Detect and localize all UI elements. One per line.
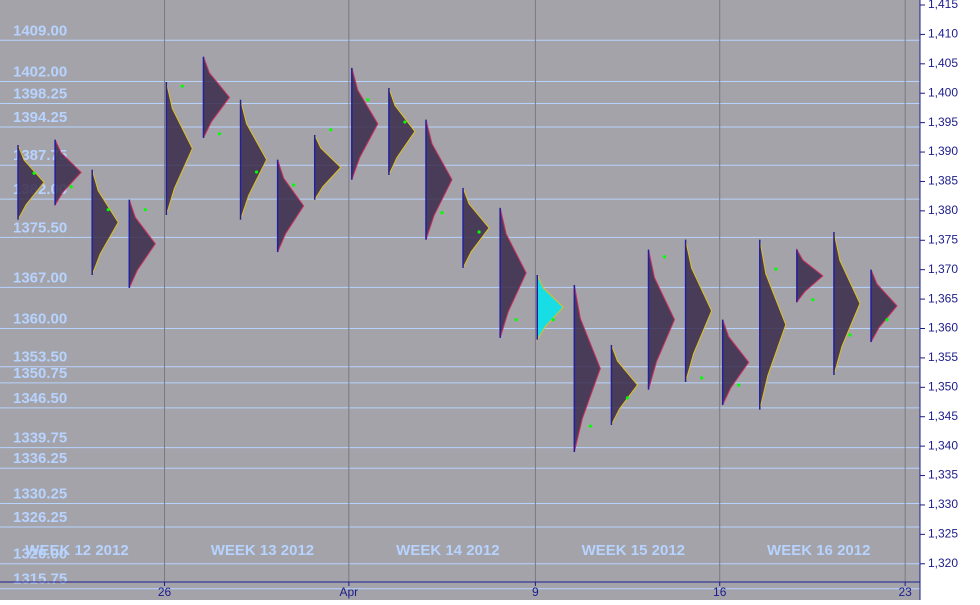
y-tick-label: 1,350 xyxy=(928,379,958,393)
close-dot xyxy=(662,255,667,259)
y-tick-label: 1,325 xyxy=(928,527,958,541)
level-label: 1375.50 xyxy=(13,219,67,236)
y-tick-label: 1,320 xyxy=(928,556,958,570)
y-tick-label: 1,360 xyxy=(928,321,958,335)
x-tick-label: 26 xyxy=(158,585,172,599)
close-dot xyxy=(774,267,778,271)
y-tick-label: 1,415 xyxy=(928,0,958,11)
y-tick-label: 1,395 xyxy=(928,115,958,129)
level-label: 1353.50 xyxy=(13,349,67,366)
y-tick-label: 1,370 xyxy=(928,262,958,276)
level-label: 1336.25 xyxy=(13,450,67,467)
x-axis-panel xyxy=(0,582,920,600)
close-dot xyxy=(700,376,704,380)
close-dot xyxy=(514,318,518,322)
y-tick-label: 1,340 xyxy=(928,438,958,452)
level-label: 1360.00 xyxy=(13,310,67,327)
close-dot xyxy=(292,183,296,187)
close-dot xyxy=(217,132,222,136)
y-tick-label: 1,335 xyxy=(928,468,958,482)
close-dot xyxy=(588,424,592,428)
x-tick-label: 16 xyxy=(713,585,727,599)
y-axis-panel xyxy=(920,0,980,600)
level-label: 1339.75 xyxy=(13,430,67,447)
plot-background xyxy=(0,0,920,582)
week-label: WEEK 12 2012 xyxy=(25,542,128,559)
level-label: 1315.75 xyxy=(13,571,67,588)
y-tick-label: 1,385 xyxy=(928,174,958,188)
level-label: 1409.00 xyxy=(13,22,67,39)
week-label: WEEK 14 2012 xyxy=(396,542,499,559)
level-label: 1387.75 xyxy=(13,147,67,164)
close-dot xyxy=(366,98,370,102)
week-label: WEEK 15 2012 xyxy=(582,542,685,559)
level-label: 1398.25 xyxy=(13,85,67,102)
level-label: 1394.25 xyxy=(13,109,67,126)
y-tick-label: 1,345 xyxy=(928,409,958,423)
y-tick-label: 1,365 xyxy=(928,291,958,305)
close-dot xyxy=(737,383,741,387)
level-label: 1320.00 xyxy=(13,546,67,563)
y-tick-label: 1,400 xyxy=(928,85,958,99)
y-tick-label: 1,405 xyxy=(928,56,958,70)
close-dot xyxy=(551,318,555,322)
y-tick-label: 1,355 xyxy=(928,350,958,364)
y-tick-label: 1,410 xyxy=(928,27,958,41)
y-tick-label: 1,390 xyxy=(928,144,958,158)
close-dot xyxy=(69,185,73,189)
close-dot xyxy=(329,128,333,132)
x-tick-label: Apr xyxy=(340,585,359,599)
y-tick-label: 1,380 xyxy=(928,203,958,217)
close-dot xyxy=(143,208,147,212)
close-dot xyxy=(477,230,481,234)
close-dot xyxy=(180,84,184,88)
close-dot xyxy=(254,170,259,174)
level-label: 1346.50 xyxy=(13,390,67,407)
level-label: 1326.25 xyxy=(13,509,67,526)
level-label: 1330.25 xyxy=(13,485,67,502)
close-dot xyxy=(106,208,110,212)
y-tick-label: 1,330 xyxy=(928,497,958,511)
x-tick-label: 23 xyxy=(898,585,912,599)
y-tick-label: 1,375 xyxy=(928,232,958,246)
week-label: WEEK 13 2012 xyxy=(211,542,314,559)
close-dot xyxy=(811,298,815,302)
x-tick-label: 9 xyxy=(532,585,539,599)
close-dot xyxy=(625,396,630,400)
close-dot xyxy=(440,211,444,215)
close-dot xyxy=(32,171,36,175)
close-dot xyxy=(885,318,889,322)
level-label: 1402.00 xyxy=(13,63,67,80)
level-label: 1350.75 xyxy=(13,365,67,382)
week-label: WEEK 16 2012 xyxy=(767,542,870,559)
close-dot xyxy=(848,333,852,337)
level-label: 1367.00 xyxy=(13,269,67,286)
close-dot xyxy=(403,120,407,124)
